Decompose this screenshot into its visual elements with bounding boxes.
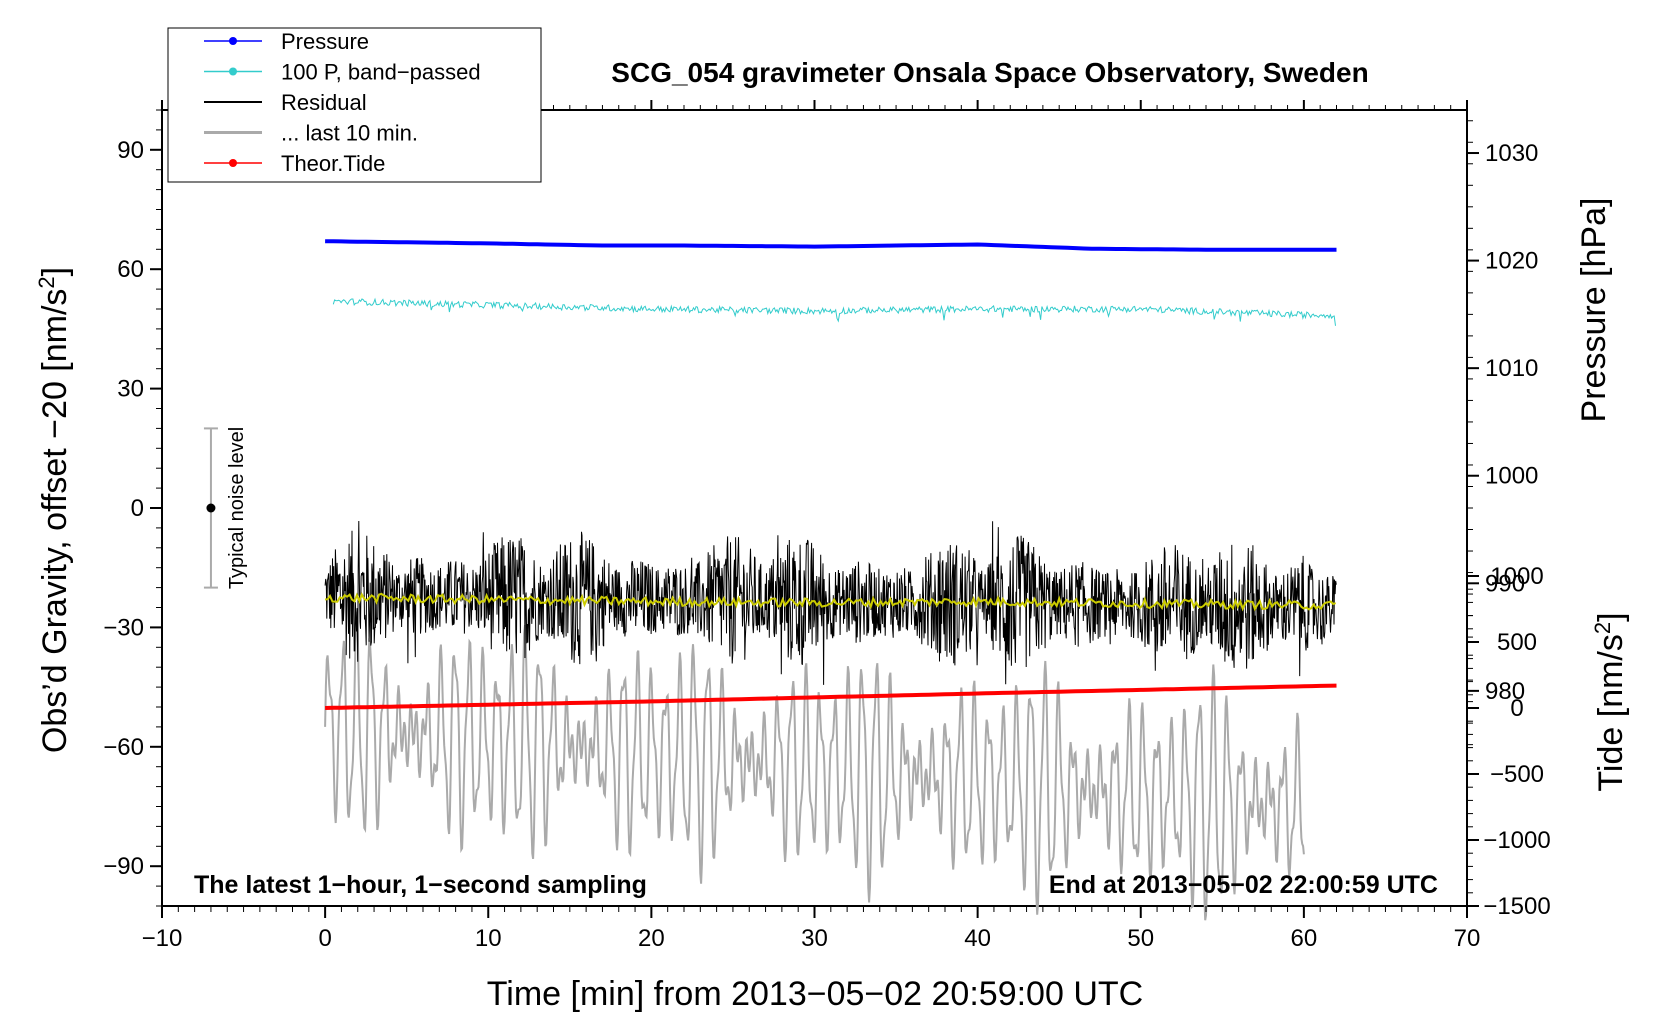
- note-left: The latest 1−hour, 1−second sampling: [194, 871, 647, 899]
- x-axis-label: Time [min] from 2013−05−02 20:59:00 UTC: [487, 975, 1143, 1013]
- noise-center-dot: [206, 503, 216, 513]
- y-left-tick-label: 30: [117, 376, 144, 403]
- y-axis-label-left: Obs’d Gravity, offset −20 [nm/s2]: [34, 267, 74, 753]
- series-residual-smoothed-line: [324, 592, 1337, 612]
- x-tick-label: 60: [1291, 925, 1318, 952]
- noise-label: Typical noise level: [226, 427, 248, 589]
- ticks-layer: −10 0 10 20 30 40 50 60 709060300−30−60−90103010…: [103, 100, 1551, 952]
- legend-entry: Pressure: [204, 29, 369, 54]
- legend-label: Pressure: [281, 29, 369, 54]
- legend-entry: Residual: [204, 90, 367, 115]
- legend: Pressure 100 P, band−passed Residual ... la…: [167, 27, 542, 183]
- x-tick-label: 30: [801, 925, 828, 952]
- legend-label: 100 P, band−passed: [281, 60, 481, 85]
- x-tick-label: 20: [638, 925, 665, 952]
- y-tide-tick-label: −1500: [1483, 893, 1550, 920]
- legend-label: Theor.Tide: [281, 151, 385, 176]
- legend-entry: ... last 10 min.: [204, 121, 418, 146]
- y-pressure-tick-label: 990: [1485, 570, 1525, 597]
- legend-label: Residual: [281, 90, 367, 115]
- x-tick-label: 10: [475, 925, 502, 952]
- y-tide-tick-label: 1000: [1490, 563, 1543, 590]
- y-left-tick-label: −90: [103, 853, 144, 880]
- y-left-tick-label: 60: [117, 256, 144, 283]
- legend-marker: [229, 37, 237, 45]
- x-tick-label: 50: [1127, 925, 1154, 952]
- y-tide-tick-label: −1000: [1483, 827, 1550, 854]
- y-axis-label-pressure: Pressure [hPa]: [1575, 198, 1613, 423]
- chart-title: SCG_054 gravimeter Onsala Space Observat…: [611, 57, 1368, 88]
- y-left-tick-label: 0: [131, 495, 144, 522]
- noise-indicator: Typical noise level: [203, 427, 248, 589]
- y-tide-tick-label: −500: [1490, 761, 1544, 788]
- series-residual-line: [324, 520, 1337, 685]
- note-right: End at 2013−05−02 22:00:59 UTC: [1049, 871, 1438, 899]
- y-left-tick-label: −30: [103, 614, 144, 641]
- series-band-passed-line: [332, 297, 1336, 326]
- y-pressure-tick-label: 1010: [1485, 355, 1538, 382]
- legend-box: [167, 27, 542, 183]
- series-last-10-min-line: [324, 611, 1305, 921]
- legend-entry: 100 P, band−passed: [204, 60, 481, 85]
- x-tick-label: 0: [318, 925, 331, 952]
- legend-label: ... last 10 min.: [281, 121, 418, 146]
- y-tide-tick-label: 0: [1510, 695, 1523, 722]
- y-pressure-tick-label: 1000: [1485, 463, 1538, 490]
- legend-marker: [229, 159, 237, 167]
- y-left-tick-label: −60: [103, 734, 144, 761]
- legend-marker: [229, 67, 237, 76]
- series-layer: [324, 239, 1337, 921]
- y-pressure-tick-label: 1020: [1485, 248, 1538, 275]
- plot-frame: [161, 109, 1468, 907]
- x-tick-label: 70: [1454, 925, 1481, 952]
- series-tide-line: [325, 683, 1337, 710]
- x-tick-label: −10: [142, 925, 183, 952]
- y-pressure-tick-label: 980: [1485, 678, 1525, 705]
- y-axis-label-tide: Tide [nm/s2]: [1590, 612, 1630, 791]
- legend-entry: Theor.Tide: [204, 151, 385, 176]
- y-pressure-tick-label: 1030: [1485, 140, 1538, 167]
- y-left-tick-label: 90: [117, 137, 144, 164]
- x-tick-label: 40: [964, 925, 991, 952]
- series-pressure-line: [325, 239, 1337, 252]
- y-tide-tick-label: 500: [1497, 629, 1537, 656]
